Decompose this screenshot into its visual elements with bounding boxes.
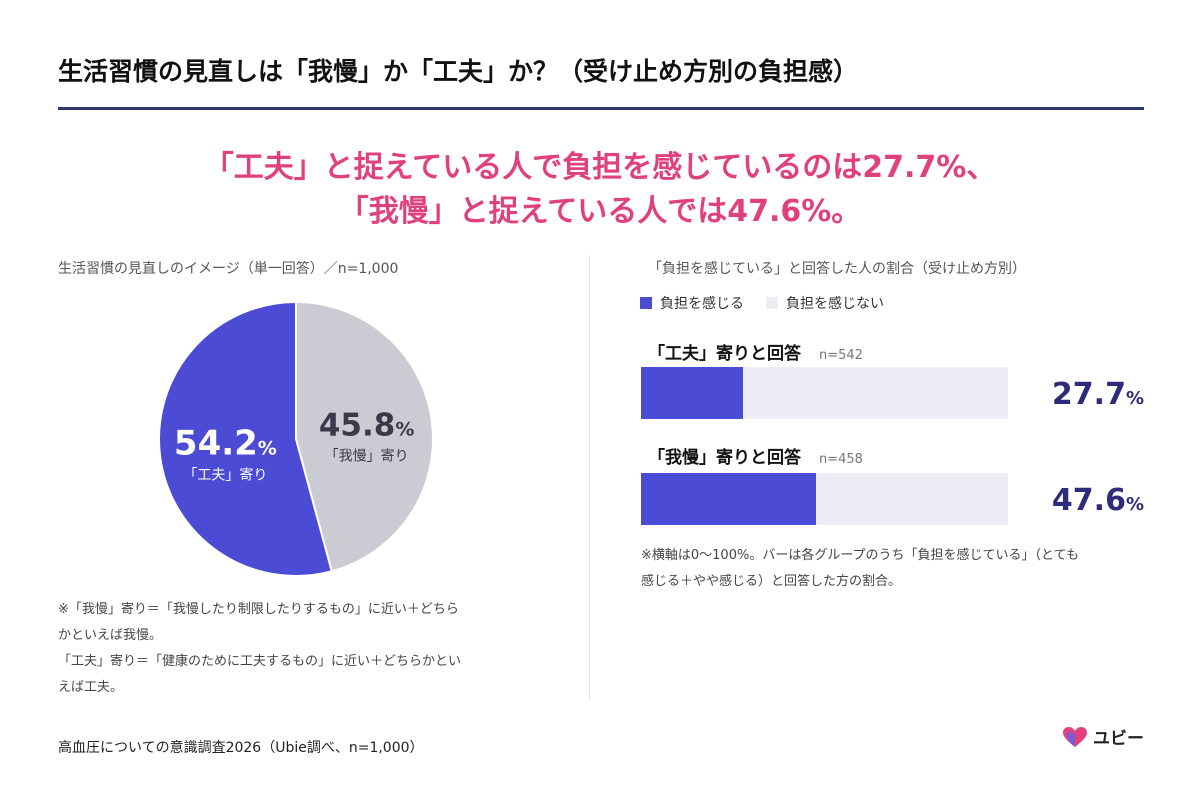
heart-logo-icon [1063,726,1087,747]
legend-swatch-burden [640,297,652,309]
bar-value-gaman: 47.6% [1052,483,1144,518]
pie-label-gaman-text: 「我慢」寄り [325,448,409,465]
pie-label-kufu-text: 「工夫」寄り [183,466,267,483]
logo-text: ユビー [1093,729,1144,749]
headline-line-2: 「我慢」と捉えている人では47.6%。 [338,194,862,229]
legend-label: 負担を感じない [786,296,884,312]
pie-chart: 45.8% 「我慢」寄り 54.2% 「工夫」寄り [158,300,434,577]
bar-sample-size: n=458 [819,452,863,467]
legend-label: 負担を感じる [660,296,744,312]
bar-category-label: 「我慢」寄りと回答 [648,448,801,468]
pie-label-gaman-value: 45.8% [319,408,415,444]
pie-note-line: 「工夫」寄り＝「健康のために工夫するもの」に近い＋どちらかとい [58,654,462,669]
pie-slice-gaman [295,300,434,573]
pie-note-line: かといえば我慢。 [58,628,163,643]
brand-logo: ユビー [1062,724,1144,749]
pie-subtitle: 生活習慣の見直しのイメージ（単一回答）／n=1,000 [58,261,399,277]
bar-fill-kufu [641,367,743,419]
bar-note-line: 感じる＋やや感じる）と回答した方の割合。 [641,574,902,589]
bar-value-unit: % [1125,494,1144,515]
bar-legend: 負担を感じる 負担を感じない [640,293,906,313]
pie-notes: ※「我慢」寄り＝「我慢したり制限したりするもの」に近い＋どちら かといえば我慢。… [58,597,461,701]
page-title: 生活習慣の見直しは「我慢」か「工夫」か？（受け止め方別の負担感） [58,57,859,86]
pie-note-line: えば工夫。 [58,680,124,695]
legend-item-burden: 負担を感じる [640,293,744,313]
bar-value-number: 27.7 [1051,377,1126,412]
bar-label-kufu: 「工夫」寄りと回答 n=542 [648,339,863,364]
title-rule [58,107,1144,110]
bar-value-number: 47.6 [1051,483,1126,518]
bar-track-gaman [641,473,1008,525]
pie-slice-kufu [158,300,333,577]
source-note: 高血圧についての意識調査2026（Ubie調べ、n=1,000） [58,740,424,756]
pie-note-line: ※「我慢」寄り＝「我慢したり制限したりするもの」に近い＋どちら [58,602,459,617]
legend-item-no-burden: 負担を感じない [766,293,884,313]
bar-sample-size: n=542 [819,348,863,363]
section-divider [589,255,590,700]
bar-fill-gaman [641,473,816,525]
bar-value-unit: % [1125,388,1144,409]
headline-line-1: 「工夫」と捉えている人で負担を感じているのは27.7%、 [203,150,997,185]
bar-category-label: 「工夫」寄りと回答 [648,344,801,364]
pie-label-kufu-value: 54.2% [174,423,277,463]
bar-subtitle: 「負担を感じている」と回答した人の割合（受け止め方別） [648,261,1026,277]
bar-track-kufu [641,367,1008,419]
bar-note-line: ※横軸は0〜100%。バーは各グループのうち「負担を感じている」（とても [641,548,1080,563]
legend-swatch-no-burden [766,297,778,309]
bar-label-gaman: 「我慢」寄りと回答 n=458 [648,443,863,468]
bar-value-kufu: 27.7% [1052,377,1144,412]
bar-notes: ※横軸は0〜100%。バーは各グループのうち「負担を感じている」（とても 感じる… [641,543,1079,595]
